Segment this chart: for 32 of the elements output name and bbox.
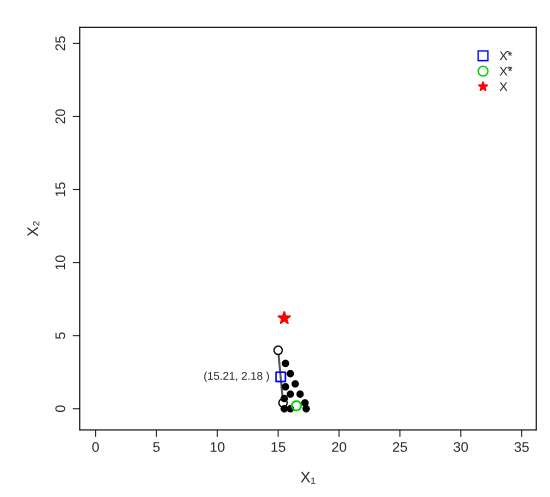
legend-label: X̂* bbox=[500, 51, 512, 60]
x-tick-label: 0 bbox=[92, 442, 99, 452]
y-tick-label: 20 bbox=[55, 109, 66, 124]
y-tick-label: 15 bbox=[56, 182, 66, 196]
point bbox=[296, 390, 304, 398]
y-tick-label: 0 bbox=[55, 405, 66, 412]
legend-label: X̃* bbox=[500, 66, 512, 76]
legend-label: X bbox=[500, 82, 508, 91]
point bbox=[291, 380, 299, 388]
x-tick-label: 35 bbox=[514, 442, 529, 452]
point bbox=[302, 404, 310, 412]
x-tick-label: 5 bbox=[153, 442, 160, 452]
x-tick-label: 10 bbox=[210, 442, 224, 452]
y-tick-label: 25 bbox=[55, 36, 66, 50]
point bbox=[282, 360, 290, 368]
y-tick-label: 5 bbox=[56, 332, 66, 339]
point bbox=[282, 383, 290, 391]
x-axis-title: X₁ bbox=[300, 472, 316, 484]
point bbox=[275, 371, 286, 382]
point bbox=[280, 404, 288, 412]
x-tick-label: 25 bbox=[392, 442, 408, 452]
point bbox=[280, 394, 288, 402]
x-tick-label: 20 bbox=[332, 442, 346, 452]
y-tick-label: 10 bbox=[55, 255, 66, 270]
x-tick-label: 30 bbox=[454, 442, 468, 452]
point bbox=[278, 311, 292, 324]
point bbox=[286, 390, 294, 398]
x-tick-label: 15 bbox=[272, 442, 286, 452]
point bbox=[290, 400, 302, 412]
annotation: (15.21, 2.18 ) bbox=[204, 372, 269, 382]
point bbox=[286, 370, 294, 378]
y-axis-title: X₂ bbox=[27, 221, 40, 236]
